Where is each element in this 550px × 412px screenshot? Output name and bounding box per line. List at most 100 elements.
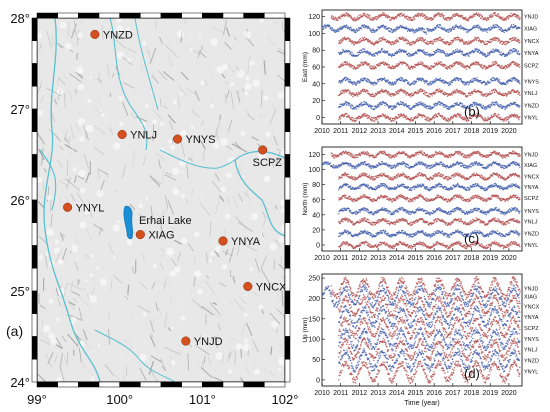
series-label: SCPZ [524, 326, 539, 332]
up-timeseries-chart: YNJD XIAG YNCX YNYA SCPZ YNYS YNLJ YNZD YNYL 0 50 1… [302, 273, 540, 407]
x-tick-label: 2019 [482, 390, 498, 397]
lon-tick-label: 99° [27, 392, 47, 407]
x-tick-label: 2018 [464, 390, 480, 397]
province-borders [39, 18, 285, 382]
series-label: YNCX [524, 174, 540, 180]
station-marker-ynzd [90, 29, 100, 39]
east-series-ynys [338, 76, 521, 87]
y-tick-label: 80 [312, 182, 320, 189]
east-y-axis-label: East (mm) [302, 52, 309, 82]
series-label: YNYL [524, 370, 538, 376]
series-label: XIAG [524, 26, 537, 32]
x-tick-label: 2015 [408, 255, 424, 262]
up-series-ynya [338, 304, 521, 330]
station-marker-ynys [172, 134, 183, 144]
lat-tick-label: 27° [10, 102, 30, 117]
y-tick-label: 200 [308, 296, 320, 303]
x-tick-label: 2014 [389, 390, 405, 397]
y-tick-label: 60 [312, 197, 320, 204]
y-tick-label: 40 [312, 81, 320, 88]
series-label: SCPZ [524, 63, 539, 69]
lon-tick-label: 100° [106, 392, 133, 407]
x-tick-label: 2018 [464, 128, 480, 135]
station-label-ynyl: YNYL [76, 202, 105, 214]
x-tick-label: 2018 [464, 255, 480, 262]
series-label: YNYA [524, 315, 539, 321]
station-marker-ynyl [63, 202, 73, 212]
lat-tick-label: 28° [10, 11, 30, 26]
east-series-ynlj [338, 88, 521, 98]
up-series-ynzd [338, 347, 521, 373]
series-label: YNLJ [524, 91, 538, 97]
y-tick-label: 20 [312, 227, 320, 234]
x-tick-label: 2016 [426, 128, 442, 135]
series-label: XIAG [524, 163, 537, 169]
station-marker-xiag [135, 230, 145, 240]
station-marker-scpz [258, 145, 268, 155]
north-series-ynlj [338, 217, 521, 226]
x-tick-label: 2013 [370, 255, 386, 262]
y-tick-label: 60 [312, 65, 320, 72]
y-tick-label: 120 [308, 14, 320, 21]
x-tick-label: 2017 [445, 255, 461, 262]
east-series-ynzd [338, 100, 521, 111]
y-tick-label: 0 [316, 242, 320, 249]
y-tick-label: 0 [316, 377, 320, 384]
panel-label-up: (d) [464, 366, 480, 381]
up-series-ynyl [338, 359, 521, 385]
east-series-xiag [321, 23, 521, 35]
x-tick-label: 2015 [408, 128, 424, 135]
series-label: YNYL [524, 115, 538, 121]
series-label: YNCX [524, 305, 540, 311]
x-tick-label: 2011 [333, 390, 348, 397]
series-label: SCPZ [524, 196, 539, 202]
x-tick-label: 2011 [333, 255, 348, 262]
series-label: YNYA [524, 185, 539, 191]
y-tick-label: 100 [308, 337, 320, 344]
series-label: YNZD [524, 232, 539, 238]
x-tick-label: 2020 [501, 390, 517, 397]
north-series-yncx [338, 171, 521, 181]
y-tick-label: 100 [308, 31, 320, 38]
series-label: YNZD [524, 358, 539, 364]
x-tick-label: 2019 [482, 255, 498, 262]
station-map: YNZD YNLJ YNYS SCPZ YNYL XIAG YNYA YNCX YNJD Erh… [6, 11, 298, 407]
series-label: YNYL [524, 243, 538, 249]
terrain-relief [37, 18, 285, 382]
series-label: XIAG [524, 294, 537, 300]
series-label: YNYS [524, 337, 539, 343]
station-label-ynlj: YNLJ [130, 129, 157, 141]
map-background [37, 18, 285, 382]
lon-tick-label: 101° [189, 392, 216, 407]
series-label: YNJD [524, 286, 538, 292]
north-series-ynya [338, 182, 521, 192]
east-series-yncx [338, 36, 521, 46]
station-marker-ynlj [117, 129, 127, 140]
north-timeseries-chart: YNJD XIAG YNCX YNYA SCPZ YNYS YNLJ YNZD YNYL 0 20 4… [302, 146, 540, 262]
station-marker-ynjd [181, 336, 191, 346]
up-series-scpz [338, 315, 521, 341]
x-tick-label: 2017 [445, 128, 461, 135]
panel-label-north: (c) [464, 231, 479, 246]
x-tick-label: 2013 [370, 128, 386, 135]
station-label-ynjd: YNJD [194, 336, 223, 348]
series-label: YNYS [524, 79, 539, 85]
x-tick-label: 2020 [501, 255, 517, 262]
x-tick-label: 2013 [370, 390, 386, 397]
y-tick-label: 0 [316, 115, 320, 122]
y-tick-label: 150 [308, 316, 320, 323]
series-label: YNYA [524, 51, 539, 57]
series-label: YNLJ [524, 220, 538, 226]
y-tick-label: 20 [312, 98, 320, 105]
series-label: YNJD [524, 153, 538, 159]
x-tick-label: 2017 [445, 390, 461, 397]
up-y-axis-label: Up (mm) [302, 317, 309, 342]
lat-tick-label: 25° [10, 284, 30, 299]
panel-label-east: (b) [464, 104, 480, 119]
north-series-ynyl [338, 240, 521, 250]
x-tick-label: 2019 [482, 128, 498, 135]
east-series-scpz [338, 60, 521, 71]
panel-label-a: (a) [6, 323, 23, 339]
y-tick-label: 50 [312, 357, 320, 364]
north-series-ynjd [330, 150, 521, 159]
